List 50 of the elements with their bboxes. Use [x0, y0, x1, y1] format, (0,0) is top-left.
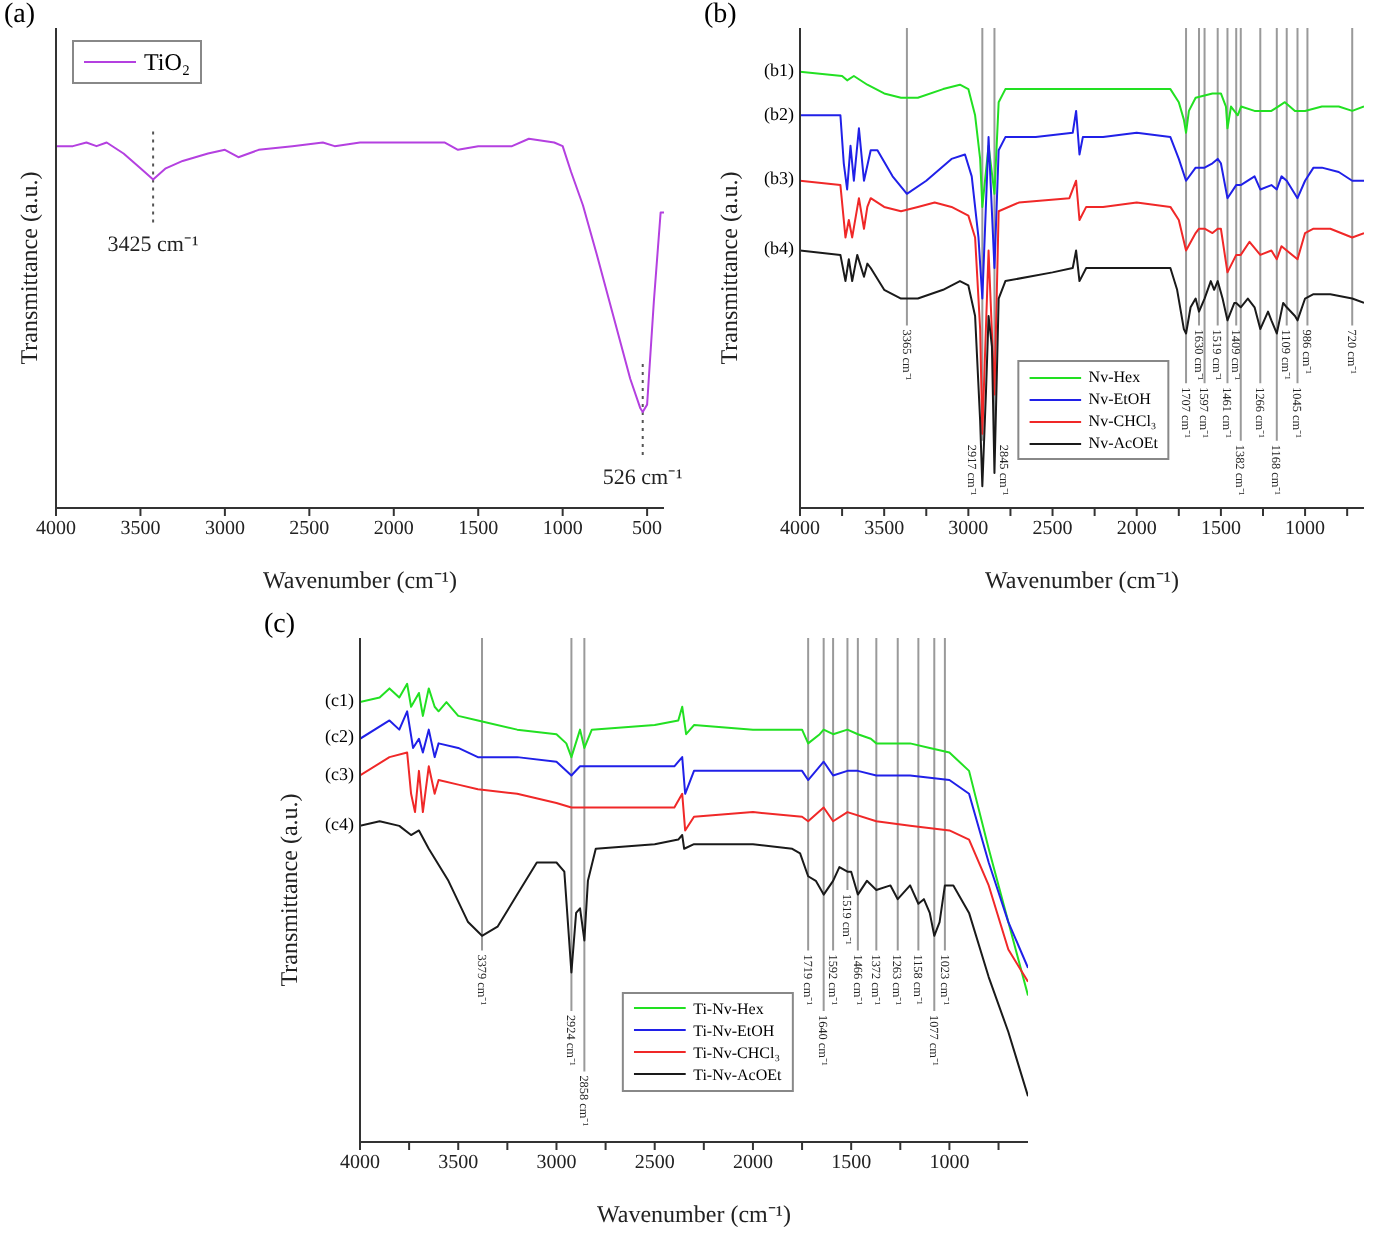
text: (c2) — [325, 726, 354, 749]
x-tick-label: 500 — [632, 518, 663, 541]
legend-label: TiO₂ — [144, 46, 191, 78]
legend-label: Ti-Nv-AcOEt — [693, 1063, 782, 1086]
x-axis-title: Wavenumber (cm⁻¹) — [597, 1200, 791, 1228]
y-axis-title: Transmittance (a.u.) — [274, 793, 303, 987]
legend-label: Nv-Hex — [1088, 366, 1141, 388]
x-tick-label: 1500 — [831, 1152, 872, 1175]
legend-label: Ti-Nv-CHCl₃ — [693, 1041, 780, 1064]
y-axis-title: Transmittance (a.u.) — [14, 171, 43, 365]
x-tick-label: 4000 — [340, 1152, 380, 1175]
text: (b1) — [764, 59, 794, 82]
text: (c3) — [325, 763, 354, 786]
text: (c1) — [325, 690, 354, 713]
x-tick-label: 1500 — [458, 518, 499, 541]
x-tick-label: 3500 — [864, 518, 905, 541]
x-tick-label: 3000 — [536, 1152, 577, 1175]
legend-label: Ti-Nv-EtOH — [693, 1019, 775, 1042]
chart-title: (c) — [264, 610, 296, 642]
x-axis-title: Wavenumber (cm⁻¹) — [263, 566, 457, 594]
x-tick-label: 1500 — [1200, 518, 1241, 541]
x-axis-title: Wavenumber (cm⁻¹) — [985, 566, 1179, 594]
x-tick-label: 1000 — [542, 518, 583, 541]
x-tick-label: 2500 — [634, 1152, 675, 1175]
x-tick-label: 2000 — [1116, 518, 1157, 541]
x-tick-label: 2000 — [732, 1152, 773, 1175]
x-tick-label: 3500 — [120, 518, 161, 541]
text: (c4) — [325, 813, 354, 836]
text: (b3) — [764, 168, 794, 191]
x-tick-label: 2000 — [373, 518, 414, 541]
x-tick-label: 3500 — [438, 1152, 479, 1175]
x-tick-label: 3000 — [948, 518, 989, 541]
y-axis-title: Transmittance (a.u.) — [714, 171, 743, 365]
x-tick-label: 1000 — [1285, 518, 1326, 541]
legend-label: Nv-CHCl₃ — [1088, 410, 1157, 432]
legend-label: Ti-Nv-Hex — [693, 997, 764, 1020]
x-tick-label: 1000 — [929, 1152, 970, 1175]
x-tick-label: 4000 — [780, 518, 820, 541]
x-tick-label: 4000 — [36, 518, 76, 541]
legend-label: Nv-AcOEt — [1088, 432, 1158, 454]
x-tick-label: 2500 — [1032, 518, 1073, 541]
chart-title: (b) — [704, 0, 737, 32]
ref-line-label: 526 cm⁻¹ — [602, 466, 683, 490]
legend-label: Nv-EtOH — [1088, 388, 1151, 410]
text: (b4) — [764, 238, 794, 261]
x-tick-label: 3000 — [204, 518, 245, 541]
chart-title: (a) — [4, 0, 36, 32]
x-tick-label: 2500 — [289, 518, 330, 541]
ref-line-label: 3425 cm⁻¹ — [107, 233, 199, 258]
text: (b2) — [764, 103, 794, 126]
